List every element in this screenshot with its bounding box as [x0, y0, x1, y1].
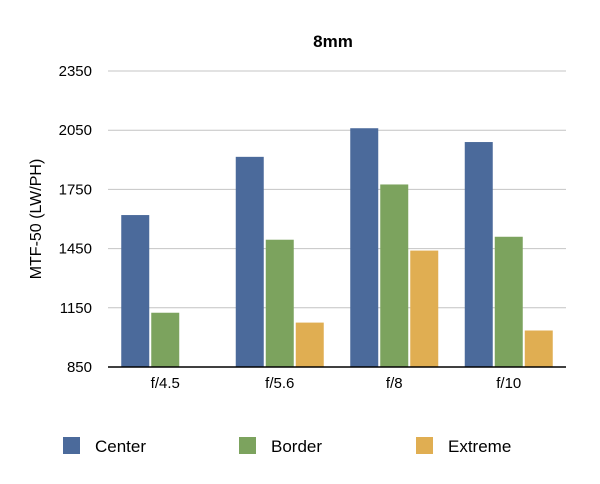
bar-center-3: [464, 142, 493, 367]
bar-center-2: [350, 128, 379, 367]
chart-title: 8mm: [313, 32, 353, 51]
bar-extreme-3: [524, 330, 553, 367]
bar-center-1: [235, 156, 264, 367]
legend-swatch-center: [63, 437, 80, 454]
y-tick-label: 1450: [59, 241, 92, 258]
legend-label-extreme: Extreme: [448, 437, 511, 456]
bar-border-3: [494, 236, 523, 367]
x-tick-label: f/8: [386, 375, 403, 392]
bars: [121, 128, 553, 367]
bar-border-2: [380, 184, 409, 367]
y-axis-title: MTF-50 (LW/PH): [28, 159, 45, 280]
x-tick-label: f/10: [496, 375, 521, 392]
x-tick-label: f/4.5: [151, 375, 180, 392]
y-tick-label: 2350: [59, 63, 92, 80]
y-tick-label: 2050: [59, 122, 92, 139]
legend-label-border: Border: [271, 437, 322, 456]
y-tick-label: 1750: [59, 181, 92, 198]
x-tick-label: f/5.6: [265, 375, 294, 392]
axes: 850 1150 1450 1750 2050 2350 f/4.5 f/5.6 f/8 f/10: [59, 63, 566, 392]
legend-swatch-border: [239, 437, 256, 454]
bar-center-0: [121, 215, 150, 367]
y-tick-label: 850: [67, 359, 92, 376]
bar-border-1: [265, 239, 294, 367]
legend-label-center: Center: [95, 437, 146, 456]
bar-extreme-2: [410, 250, 439, 367]
bar-extreme-1: [295, 322, 324, 367]
y-tick-label: 1150: [60, 300, 92, 317]
legend-swatch-extreme: [416, 437, 433, 454]
bar-border-0: [151, 312, 180, 367]
legend: Center Border Extreme: [63, 437, 511, 456]
